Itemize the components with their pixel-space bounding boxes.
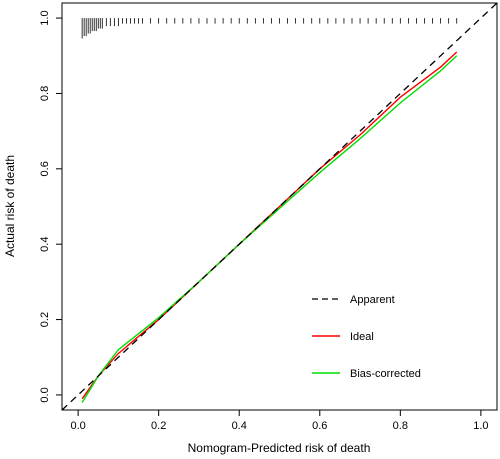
legend: Apparent Ideal Bias-corrected: [312, 294, 421, 380]
y-tick-label-3: 0.6: [39, 161, 51, 176]
y-tick-label-5: 1.0: [39, 10, 51, 25]
y-axis-label: Actual risk of death: [3, 155, 17, 257]
x-tick-label-0: 0.0: [70, 420, 85, 432]
series-line-apparent: [61, 2, 498, 411]
x-tick-label-2: 0.4: [232, 420, 247, 432]
legend-label-apparent: Apparent: [350, 294, 395, 306]
legend-label-bias-corrected: Bias-corrected: [350, 368, 421, 380]
y-tick-label-2: 0.4: [39, 237, 51, 252]
series-line-bias-corrected: [81, 55, 458, 403]
x-tick-label-3: 0.6: [312, 420, 327, 432]
series-lines: [61, 2, 498, 411]
x-axis-label: Nomogram-Predicted risk of death: [188, 441, 371, 455]
x-tick-label-4: 0.8: [393, 420, 408, 432]
x-tick-label-5: 1.0: [473, 420, 488, 432]
plot-frame: [61, 2, 498, 411]
x-axis: 0.0 0.2 0.4 0.6 0.8 1.0: [70, 410, 489, 432]
legend-label-ideal: Ideal: [350, 331, 374, 343]
y-tick-label-1: 0.2: [39, 312, 51, 327]
y-tick-label-0: 0.0: [39, 387, 51, 402]
x-tick-label-1: 0.2: [151, 420, 166, 432]
rug-plot: [81, 18, 458, 39]
y-tick-label-4: 0.8: [39, 86, 51, 101]
y-axis: 0.0 0.2 0.4 0.6 0.8 1.0: [39, 10, 62, 403]
series-line-ideal: [81, 51, 458, 400]
